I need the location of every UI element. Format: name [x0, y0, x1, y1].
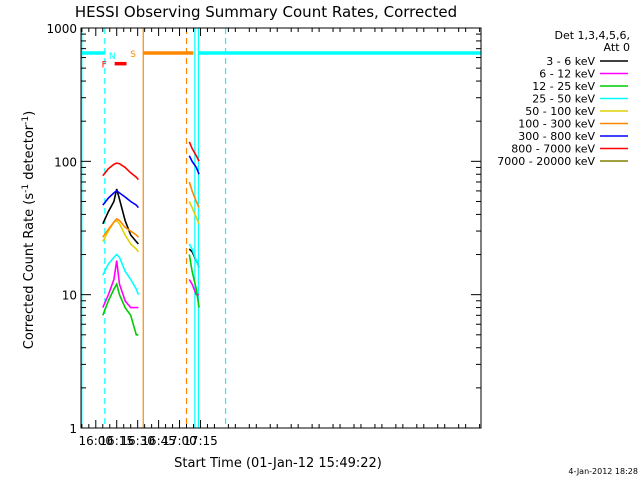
series-line-4 [188, 201, 200, 225]
x-tick-label: 16:15 [99, 434, 134, 448]
plot-area: S FN [81, 28, 481, 428]
y-axis: 1 10 100 1000 [46, 22, 481, 436]
x-tick-label: 17:00 [162, 434, 197, 448]
series-line-7 [188, 141, 200, 162]
y-axis-label-part: ) [22, 111, 37, 116]
legend-label: 6 - 12 keV [539, 68, 595, 81]
series-line-7 [102, 162, 140, 181]
legend-label: 25 - 50 keV [532, 93, 595, 106]
y-tick-label: 1000 [46, 22, 77, 36]
series-line-1 [102, 260, 139, 309]
series-line-3 [188, 243, 200, 268]
x-tick-label: 17:15 [183, 434, 218, 448]
x-tick-label: 16:00 [78, 434, 113, 448]
y-axis-label-sup: -1 [21, 116, 31, 125]
y-tick-label: 100 [54, 155, 77, 169]
series-line-5 [188, 181, 200, 208]
y-axis-label-part: detector [22, 124, 37, 184]
legend-label: 50 - 100 keV [525, 105, 595, 118]
legend-label: 3 - 6 keV [546, 55, 595, 68]
legend-label: 7000 - 20000 keV [497, 155, 595, 168]
legend-label: 12 - 25 keV [532, 80, 595, 93]
series-line-6 [102, 189, 140, 209]
y-axis-label-sup: -1 [21, 184, 31, 193]
y-tick-label: 1 [69, 422, 77, 436]
series-line-2 [188, 254, 200, 308]
legend-label: 300 - 800 keV [518, 130, 595, 143]
footer-timestamp: 4-Jan-2012 18:28 [568, 467, 638, 476]
legend-header: Det 1,3,4,5,6, [554, 29, 630, 42]
chart-title: HESSI Observing Summary Count Rates, Cor… [75, 3, 457, 21]
flag-flare-label: F [102, 61, 107, 71]
series-line-0 [102, 188, 140, 245]
y-axis-label: Corrected Count Rate (s-1 detector-1) [21, 111, 37, 349]
x-tick-label: 16:45 [141, 434, 176, 448]
y-tick-label: 10 [62, 289, 77, 303]
legend-header: Att 0 [604, 41, 630, 54]
flag-n-label: N [109, 52, 116, 62]
plot-frame [80, 27, 482, 429]
legend-label: 100 - 300 keV [518, 118, 595, 131]
series-line-6 [188, 155, 200, 175]
series-line-2 [102, 281, 139, 336]
y-axis-label-part: Corrected Count Rate (s [22, 193, 37, 350]
x-axis-label: Start Time (01-Jan-12 15:49:22) [174, 456, 382, 471]
legend-label: 800 - 7000 keV [511, 143, 595, 156]
series-line-5 [102, 217, 139, 238]
x-tick-label: 16:30 [120, 434, 155, 448]
flag-saa-label: S [130, 50, 136, 60]
series-line-3 [102, 253, 140, 295]
